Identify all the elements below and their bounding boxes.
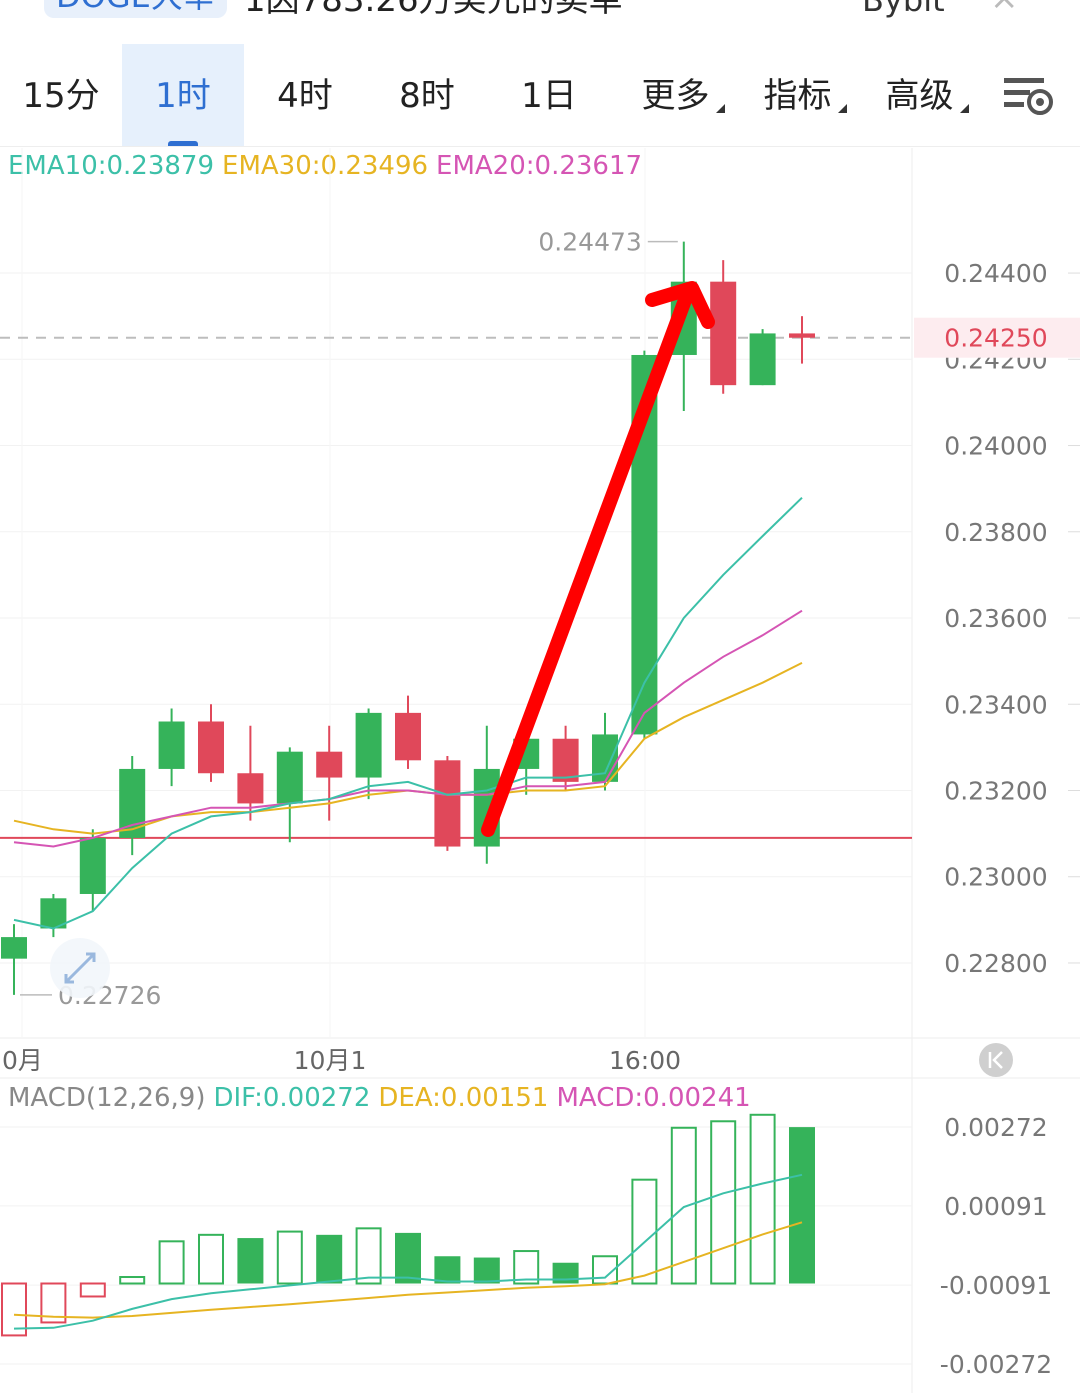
y-tick-label: 0.23200 xyxy=(944,776,1047,805)
close-icon[interactable]: × xyxy=(990,0,1019,18)
x-tick-label: 10月1 xyxy=(294,1046,367,1075)
dropdown-caret-icon xyxy=(715,104,725,113)
macd-bar-hollow xyxy=(749,1113,776,1285)
tab-label: 15分 xyxy=(22,76,100,116)
macd-legend: MACD(12,26,9) DIF:0.00272 DEA:0.00151 MACD:… xyxy=(8,1082,759,1114)
tab-4h[interactable]: 4时 xyxy=(244,44,366,146)
annotation-arrow-head xyxy=(645,281,715,329)
candle-down xyxy=(198,721,224,774)
current-price-label: 0.24250 xyxy=(944,324,1047,353)
macd-bar-hollow xyxy=(158,1240,185,1285)
y-tick-label: 0.22800 xyxy=(944,949,1047,978)
candle-up xyxy=(355,712,382,778)
annotation-arrow xyxy=(481,285,695,837)
macd-bar-filled xyxy=(237,1238,264,1284)
jump-to-latest-icon[interactable] xyxy=(979,1043,1013,1077)
candle-down xyxy=(395,712,421,761)
tab-label: 1日 xyxy=(521,76,577,116)
macd-y-tick-label: -0.00272 xyxy=(940,1350,1052,1379)
chart-settings-icon[interactable] xyxy=(1000,74,1056,118)
macd-bar-hollow xyxy=(79,1282,106,1298)
dif-line xyxy=(13,1173,803,1330)
ema-legend: EMA10:0.23879 EMA30:0.23496 EMA20:0.23617 xyxy=(8,150,650,182)
macd-value-legend: MACD:0.00241 xyxy=(556,1083,751,1113)
macd-bar-hollow xyxy=(513,1250,540,1285)
jump-to-latest-icon xyxy=(988,1051,1003,1069)
candle-up xyxy=(79,837,106,894)
ema20-legend: EMA20:0.23617 xyxy=(436,151,643,181)
candle-up xyxy=(158,721,185,769)
pair-pill[interactable]: DOGE大举 xyxy=(44,0,227,18)
macd-y-tick-label: 0.00091 xyxy=(944,1192,1047,1221)
candle-up xyxy=(40,898,67,929)
tab-label: 高级 xyxy=(885,76,954,116)
candle-down xyxy=(316,751,343,778)
y-tick-label: 0.24400 xyxy=(944,259,1047,288)
candle-down xyxy=(552,738,579,782)
candle-up xyxy=(1,937,27,959)
news-headline[interactable]: 1因783.26万美元的卖单 xyxy=(244,0,623,20)
tab-8h[interactable]: 8时 xyxy=(366,44,488,146)
macd-bar-hollow xyxy=(355,1227,382,1285)
macd-params: MACD(12,26,9) xyxy=(8,1083,206,1113)
ema30-legend: EMA30:0.23496 xyxy=(222,151,429,181)
tab-label: 8时 xyxy=(399,76,455,116)
headline-bar: DOGE大举 1因783.26万美元的卖单 Bybit × xyxy=(0,0,1080,22)
candle-up xyxy=(276,751,303,804)
y-tick-label: 0.24000 xyxy=(944,432,1047,461)
ema20-line xyxy=(13,609,803,848)
candle-down xyxy=(434,760,461,847)
tab-15m[interactable]: 15分 xyxy=(0,44,122,146)
x-tick-label: 16:00 xyxy=(609,1046,681,1075)
macd-y-tick-label: 0.00272 xyxy=(944,1113,1047,1142)
candle-down xyxy=(789,333,815,338)
y-tick-label: 0.23600 xyxy=(944,604,1047,633)
tab-indicators[interactable]: 指标 xyxy=(744,44,866,146)
current-price-badge xyxy=(914,317,1080,358)
macd-bar-hollow xyxy=(710,1120,737,1285)
x-tick-label: 0月 xyxy=(2,1046,43,1075)
macd-bar-filled xyxy=(473,1257,500,1284)
tab-1d[interactable]: 1日 xyxy=(488,44,610,146)
macd-bar-filled xyxy=(395,1232,421,1284)
candle-down xyxy=(710,281,737,386)
ema10-legend: EMA10:0.23879 xyxy=(8,151,215,181)
macd-bar-hollow xyxy=(119,1276,146,1285)
macd-bar-hollow xyxy=(1,1282,27,1337)
tab-advanced[interactable]: 高级 xyxy=(866,44,988,146)
macd-bar-hollow xyxy=(198,1233,224,1285)
dropdown-caret-icon xyxy=(837,104,847,113)
candle-down xyxy=(237,773,264,804)
macd-bar-filled xyxy=(789,1127,815,1284)
macd-bar-hollow xyxy=(276,1230,303,1285)
dea-legend: DEA:0.00151 xyxy=(378,1083,549,1113)
macd-bar-hollow xyxy=(670,1126,697,1285)
y-tick-label: 0.23000 xyxy=(944,863,1047,892)
expand-icon xyxy=(64,952,96,984)
timeframe-tabs: 15分 1时 4时 8时 1日 更多 指标 高级 xyxy=(0,44,1080,147)
candle-up xyxy=(749,333,776,386)
exchange-brand: Bybit xyxy=(862,0,945,19)
macd-bar-filled xyxy=(316,1234,343,1284)
tab-1h[interactable]: 1时 xyxy=(122,44,244,146)
macd-bar-filled xyxy=(434,1256,461,1284)
macd-y-tick-label: -0.00091 xyxy=(940,1271,1052,1300)
tab-more[interactable]: 更多 xyxy=(622,44,744,146)
tab-label: 1时 xyxy=(155,76,211,116)
y-tick-label: 0.23400 xyxy=(944,690,1047,719)
tab-label: 4时 xyxy=(277,76,333,116)
dea-line xyxy=(13,1221,803,1319)
tab-label: 更多 xyxy=(641,76,710,116)
high-price-label: 0.24473 xyxy=(538,228,641,257)
dropdown-caret-icon xyxy=(959,104,969,113)
y-tick-label: 0.23800 xyxy=(944,518,1047,547)
ema10-line xyxy=(13,496,803,930)
dif-legend: DIF:0.00272 xyxy=(213,1083,371,1113)
macd-bar-hollow xyxy=(631,1178,658,1285)
tab-label: 指标 xyxy=(763,76,832,116)
